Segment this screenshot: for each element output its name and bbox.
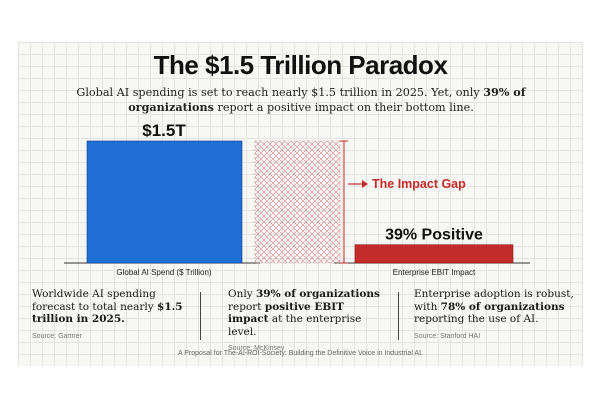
note-divider-1	[200, 292, 201, 340]
bar-global-ai-spend	[86, 140, 243, 264]
note-ebit-text-1: Only	[228, 288, 256, 300]
note-spending-text: Worldwide AI spending forecast to total …	[32, 288, 158, 313]
category-label-ebit: Enterprise EBIT Impact	[393, 268, 476, 277]
chart: $1.5T Global AI Spend ($ Trillion) The Imp…	[64, 121, 530, 277]
bar-label-spend: $1.5T	[142, 121, 186, 140]
note-ebit-text-2: report	[228, 300, 265, 313]
note-adoption: Enterprise adoption is robust, with 78% …	[414, 288, 574, 343]
bar-enterprise-ebit	[354, 244, 514, 264]
note-adoption-source: Source: Stanford HAI	[414, 332, 481, 340]
note-divider-2	[398, 292, 399, 340]
note-adoption-text-2: reporting the use of AI.	[414, 313, 539, 325]
note-spending-bold: $1.5 trillion in 2025.	[32, 300, 183, 326]
note-ebit-bold-1: 39% of organizations	[256, 288, 380, 300]
gap-arrow-head	[362, 180, 368, 188]
note-adoption-bold: 78% of organizations	[440, 300, 565, 313]
note-ebit-source: Source: McKinsey	[228, 345, 285, 352]
impact-gap-bar	[254, 140, 341, 264]
note-adoption-text-1: Enterprise adoption is robust, with	[414, 288, 574, 313]
note-ebit-bold-2: positive EBIT impact	[228, 300, 344, 326]
subtitle-text-1: Global AI spending is set to reach nearl…	[76, 86, 484, 99]
subtitle-bold: 39% of organizations	[128, 85, 526, 114]
note-spending-source: Source: Gartner	[32, 332, 82, 340]
gap-label: The Impact Gap	[372, 177, 466, 191]
subtitle: Global AI spending is set to reach nearl…	[66, 85, 536, 115]
note-ebit: Only 39% of organizations report positiv…	[228, 288, 388, 356]
note-ebit-text-3: at the enterprise level.	[228, 313, 362, 338]
note-spending: Worldwide AI spending forecast to total …	[32, 288, 192, 343]
subtitle-text-2: report a positive impact on their bottom…	[213, 101, 474, 114]
footer: A Proposal for The-AI-ROI-Society: Build…	[178, 350, 423, 357]
category-label-spend: Global AI Spend ($ Trillion)	[116, 268, 211, 277]
page-title: The $1.5 Trillion Paradox	[153, 50, 448, 80]
infographic-card: The $1.5 Trillion Paradox Global AI spen…	[18, 42, 583, 366]
bar-label-ebit: 39% Positive	[385, 227, 483, 244]
